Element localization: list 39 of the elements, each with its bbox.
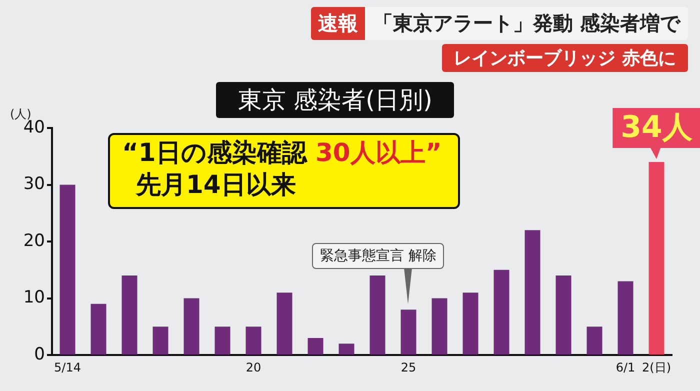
bar (462, 292, 478, 354)
annotation: 先月14日以来 (134, 169, 297, 201)
bar (618, 281, 634, 354)
bar (586, 326, 602, 354)
x-tick-label: 5/14 (54, 360, 81, 374)
bar (338, 344, 354, 354)
bar (276, 292, 292, 354)
x-tick-label: 20 (246, 360, 262, 374)
x-tick-label: 25 (400, 360, 416, 374)
text: 「東京アラート」発動 感染者増で (365, 7, 688, 40)
bar (90, 304, 106, 354)
text: 速報 (311, 7, 366, 40)
annotation: 緊急事態宣言 解除 (312, 243, 444, 269)
bar (370, 276, 386, 354)
bar (494, 270, 510, 354)
bar (60, 184, 76, 354)
text: レインボーブリッジ 赤色に (442, 44, 688, 72)
y-tick-label: 20 (23, 230, 45, 251)
data-label: 34人 (620, 110, 694, 145)
bar (432, 298, 448, 354)
bar (400, 310, 416, 354)
bar (214, 326, 230, 354)
bar (556, 276, 572, 354)
y-axis-title: (人) (10, 106, 32, 121)
y-tick-label: 0 (34, 344, 45, 364)
bar (152, 326, 168, 354)
x-tick-label: 2(日) (642, 360, 671, 374)
bar (184, 298, 200, 354)
bar (524, 230, 540, 354)
bar (308, 338, 324, 354)
annotation: “1日の感染確認 (122, 138, 308, 167)
bar (648, 162, 664, 354)
annotation: 30人以上” (316, 138, 442, 167)
x-tick-label: 6/1 (616, 360, 636, 374)
chart-title: 東京 感染者(日別) (216, 82, 454, 118)
bar (122, 276, 138, 354)
bar (246, 326, 262, 354)
y-tick-label: 10 (23, 288, 45, 308)
y-tick-label: 30 (23, 174, 45, 194)
